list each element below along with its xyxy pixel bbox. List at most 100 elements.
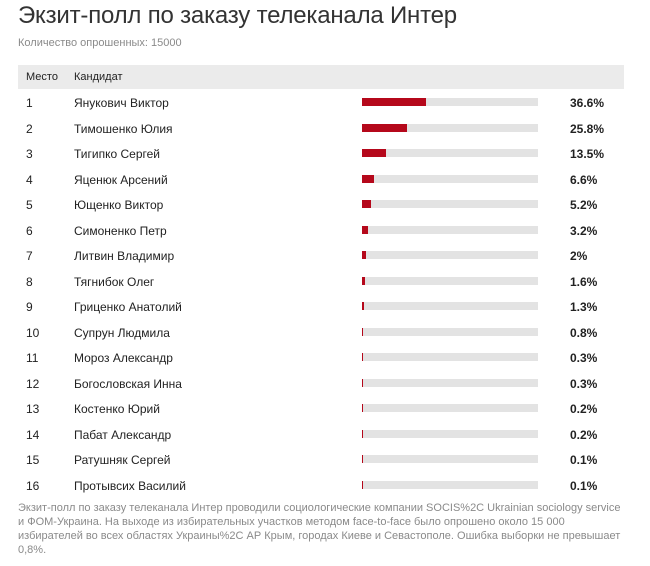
place-number: 10 <box>26 325 40 340</box>
candidate-name: Янукович Виктор <box>74 96 169 110</box>
bar-track <box>362 429 538 438</box>
candidate-name: Богословская Инна <box>74 376 182 391</box>
place-number: 15 <box>26 453 40 467</box>
candidate-name: Симоненко Петр <box>74 223 167 238</box>
candidate-name: Гриценко Анатолий <box>74 300 182 314</box>
bar-track <box>362 123 538 132</box>
table-row: 14 Пабат Александр 0.2% <box>18 421 624 447</box>
value-label: 0.1% <box>570 453 598 467</box>
bar-track <box>362 378 538 387</box>
table-row: 13 Костенко Юрий 0.2% <box>18 395 624 421</box>
bar-track <box>362 200 538 208</box>
bar <box>362 225 368 234</box>
candidate-name: Яценюк Арсений <box>74 172 168 187</box>
table-row: 3 Тигипко Сергей 13.5% <box>18 140 624 166</box>
bar <box>362 353 363 361</box>
place-number: 1 <box>26 96 33 110</box>
candidate-name: Мороз Александр <box>74 351 173 365</box>
table-row: 1 Янукович Виктор 36.6% <box>18 89 624 115</box>
value-label: 0.2% <box>570 427 598 442</box>
bar-track <box>362 404 538 412</box>
value-label: 25.8% <box>570 121 605 136</box>
page-title: Экзит-полл по заказу телеканала Интер <box>18 2 457 29</box>
bar <box>362 276 365 285</box>
value-label: 1.6% <box>570 274 598 289</box>
table-row: 4 Яценюк Арсений 6.6% <box>18 166 624 192</box>
table-row: 7 Литвин Владимир 2% <box>18 242 624 268</box>
value-label: 5.2% <box>570 198 598 212</box>
footnote: Экзит-полл по заказу телеканала Интер пр… <box>18 502 621 556</box>
bar-track <box>362 353 538 361</box>
bar <box>362 251 366 259</box>
bar <box>362 480 363 489</box>
candidate-name: Протывсих Василий <box>74 478 186 493</box>
candidate-name: Костенко Юрий <box>74 402 160 416</box>
bar-track <box>362 302 538 310</box>
bar-track <box>362 455 538 463</box>
value-label: 2% <box>570 249 588 263</box>
place-number: 9 <box>26 300 33 314</box>
candidate-name: Ющенко Виктор <box>74 198 164 212</box>
value-label: 0.3% <box>570 376 598 391</box>
table-row: 10 Супрун Людмила 0.8% <box>18 319 624 345</box>
bar-track <box>362 276 538 285</box>
bar-track <box>362 251 538 259</box>
bar <box>362 149 386 157</box>
place-number: 12 <box>26 376 40 391</box>
place-number: 2 <box>26 121 33 136</box>
candidate-name: Тимошенко Юлия <box>74 121 173 136</box>
candidate-name: Пабат Александр <box>74 427 172 442</box>
bar <box>362 174 374 183</box>
bar <box>362 98 426 106</box>
table-row: 16 Протывсих Василий 0.1% <box>18 472 624 498</box>
results-table: 1 Янукович Виктор 36.6% 2 Тимошенко Юлия 25.8… <box>18 89 624 497</box>
bar <box>362 200 371 208</box>
bar-track <box>362 225 538 234</box>
value-label: 36.6% <box>570 96 605 110</box>
candidate-name: Супрун Людмила <box>74 325 170 340</box>
place-number: 16 <box>26 478 40 493</box>
value-label: 0.8% <box>570 325 598 340</box>
table-row: 15 Ратушняк Сергей 0.1% <box>18 446 624 472</box>
value-label: 1.3% <box>570 300 598 314</box>
place-number: 11 <box>26 351 39 365</box>
bar <box>362 327 363 336</box>
bar-track <box>362 149 538 157</box>
table-row: 8 Тягнибок Олег 1.6% <box>18 268 624 294</box>
place-number: 4 <box>26 172 33 187</box>
respondents-count: Количество опрошенных: 15000 <box>18 37 182 49</box>
bar-track <box>362 174 538 183</box>
bar <box>362 455 363 463</box>
bar <box>362 378 363 387</box>
place-number: 8 <box>26 274 33 289</box>
candidate-name: Ратушняк Сергей <box>74 453 171 467</box>
table-row: 6 Симоненко Петр 3.2% <box>18 217 624 243</box>
bar <box>362 302 364 310</box>
table-header: Место Кандидат <box>18 65 624 89</box>
column-header-place: Место <box>26 71 58 83</box>
candidate-name: Тигипко Сергей <box>74 147 160 161</box>
place-number: 13 <box>26 402 40 416</box>
place-number: 6 <box>26 223 33 238</box>
value-label: 0.3% <box>570 351 598 365</box>
value-label: 13.5% <box>570 147 605 161</box>
place-number: 7 <box>26 249 33 263</box>
bar-track <box>362 327 538 336</box>
value-label: 0.1% <box>570 478 598 493</box>
table-row: 12 Богословская Инна 0.3% <box>18 370 624 396</box>
value-label: 3.2% <box>570 223 598 238</box>
candidate-name: Литвин Владимир <box>74 249 175 263</box>
bar <box>362 123 407 132</box>
table-row: 11 Мороз Александр 0.3% <box>18 344 624 370</box>
bar <box>362 404 363 412</box>
column-header-candidate: Кандидат <box>74 71 123 83</box>
value-label: 0.2% <box>570 402 598 416</box>
place-number: 5 <box>26 198 33 212</box>
place-number: 14 <box>26 427 40 442</box>
table-row: 9 Гриценко Анатолий 1.3% <box>18 293 624 319</box>
place-number: 3 <box>26 147 33 161</box>
bar-track <box>362 98 538 106</box>
bar <box>362 429 363 438</box>
candidate-name: Тягнибок Олег <box>74 274 155 289</box>
value-label: 6.6% <box>570 172 598 187</box>
